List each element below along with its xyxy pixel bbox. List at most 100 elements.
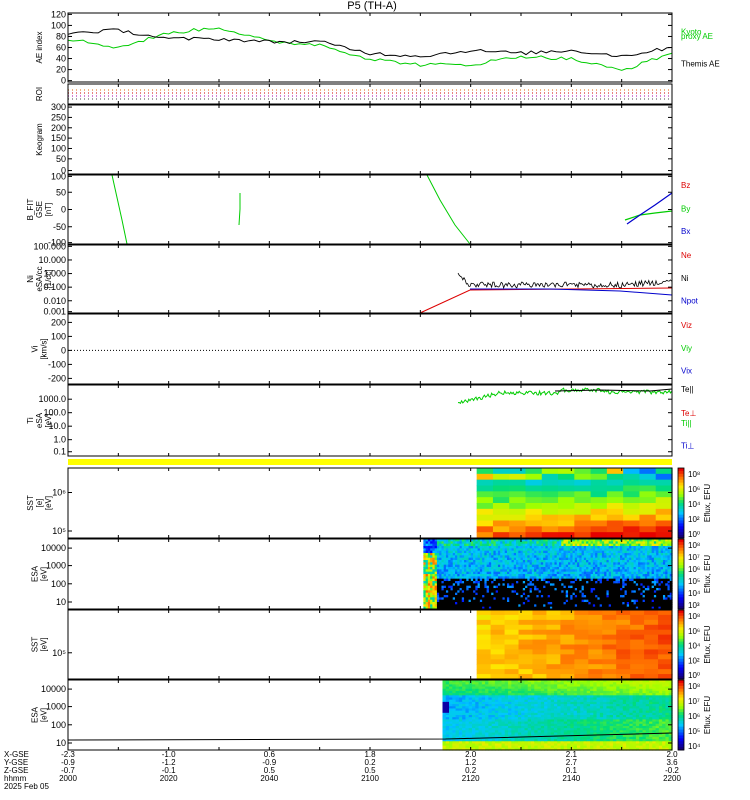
- esa-electron-cell: [452, 695, 457, 699]
- esa-electron-cell: [567, 747, 571, 751]
- esa-ion-cell: [626, 588, 630, 591]
- esa-ion-cell: [653, 562, 657, 566]
- esa-ion-cell: [660, 592, 664, 596]
- esa-ion-cell: [622, 560, 626, 563]
- sst-electron-cell: [546, 669, 561, 675]
- esa-ion-cell: [649, 604, 653, 608]
- esa-ion-cell: [669, 583, 673, 587]
- esa-ion-cell: [491, 548, 495, 552]
- sst-ion-cell: [639, 491, 657, 498]
- esa-electron-cell: [465, 721, 470, 725]
- esa-ion-cell: [468, 553, 472, 556]
- esa-ion-cell: [615, 546, 619, 549]
- esa-ion-cell: [561, 564, 565, 568]
- esa-ion-cell: [640, 576, 644, 580]
- esa-electron-cell: [508, 695, 512, 699]
- esa-ion-cell: [450, 569, 454, 573]
- esa-ion-cell: [597, 560, 601, 563]
- esa-ion-cell: [497, 546, 501, 549]
- esa-electron-cell: [573, 741, 578, 745]
- esa-ion-cell: [488, 595, 492, 598]
- esa-ion-cell: [558, 539, 562, 542]
- esa-ion-cell: [620, 588, 623, 591]
- esa-ion-cell: [540, 548, 544, 552]
- esa-ion-cell: [506, 581, 510, 584]
- esa-electron-cell: [494, 684, 499, 688]
- esa-ion-cell: [626, 581, 630, 584]
- esa-electron-cell: [553, 699, 558, 703]
- esa-ion-cell: [500, 557, 504, 561]
- esa-ion-cell: [455, 550, 458, 554]
- esa-electron-cell: [576, 710, 581, 714]
- esa-ion-cell: [436, 550, 440, 554]
- esa-ion-cell: [649, 564, 653, 568]
- esa-ion-cell: [525, 541, 528, 545]
- esa-ion-cell: [617, 553, 621, 556]
- esa-ion-cell: [439, 546, 443, 549]
- esa-ion-cell: [669, 555, 673, 559]
- esa-ion-cell: [631, 562, 635, 566]
- esa-ion-cell: [475, 557, 479, 561]
- esa-ion-cell: [620, 550, 623, 554]
- esa-electron-cell: [534, 697, 539, 701]
- esa-electron-cell: [442, 715, 447, 718]
- esa-ion-cell: [439, 553, 443, 556]
- esa-ion-cell: [565, 541, 569, 545]
- esa-ion-cell: [647, 578, 650, 582]
- esa-electron-cell: [442, 745, 447, 749]
- esa-ion-cell: [647, 590, 650, 594]
- esa-ion-cell: [461, 599, 465, 603]
- esa-ion-cell: [640, 606, 644, 610]
- esa-ion-cell: [649, 555, 653, 559]
- esa-ion-cell: [511, 599, 515, 603]
- esa-ion-cell: [540, 555, 544, 559]
- esa-ion-cell: [617, 590, 621, 594]
- esa-ion-cell: [448, 597, 452, 601]
- esa-ion-cell: [547, 590, 551, 594]
- esa-ion-cell: [543, 557, 547, 561]
- esa-electron-cell: [504, 717, 509, 720]
- esa-electron-cell: [517, 699, 522, 703]
- esa-ion-cell: [441, 599, 445, 603]
- esa-electron-cell: [475, 723, 480, 727]
- esa-ion-cell: [590, 588, 594, 591]
- esa-ion-cell: [653, 574, 657, 577]
- esa-ion-cell: [606, 557, 610, 561]
- esa-electron-cell: [442, 704, 447, 707]
- esa-electron-cell: [468, 699, 473, 703]
- esa-ion-cell: [549, 569, 553, 573]
- esa-ion-cell: [633, 592, 637, 596]
- sst-electron-cell: [490, 624, 506, 631]
- esa-electron-cell: [491, 732, 496, 736]
- esa-ion-cell: [500, 548, 504, 552]
- sst-electron-cell: [630, 654, 645, 660]
- sst-electron-cell: [616, 639, 631, 646]
- esa-ion-cell: [549, 574, 553, 577]
- esa-ion-cell: [459, 557, 463, 561]
- esa-electron-cell: [560, 721, 565, 725]
- esa-ion-cell: [427, 564, 431, 568]
- esa-ion-cell: [491, 543, 495, 547]
- esa-ion-cell: [561, 578, 565, 582]
- esa-electron-cell: [472, 699, 476, 703]
- esa-ion-cell: [558, 574, 562, 577]
- esa-ion-cell: [669, 560, 673, 563]
- esa-ion-cell: [461, 550, 465, 554]
- esa-ion-cell: [540, 597, 544, 601]
- esa-ion-cell: [599, 541, 603, 545]
- esa-ion-cell: [477, 574, 481, 577]
- esa-ion-cell: [543, 604, 547, 608]
- esa-ion-cell: [617, 599, 621, 603]
- esa-ion-cell: [629, 541, 632, 545]
- esa-electron-cell: [517, 684, 522, 688]
- esa-ion-cell: [520, 585, 524, 589]
- esa-electron-cell: [442, 701, 447, 705]
- sst-electron-cell: [560, 639, 575, 646]
- esa-ion-cell: [586, 604, 589, 608]
- esa-ion-cell: [468, 567, 472, 570]
- esa-ion-cell: [638, 592, 641, 596]
- esa-ion-cell: [445, 576, 449, 580]
- esa-ion-cell: [459, 560, 463, 563]
- esa-ion-cell: [552, 564, 556, 568]
- sst-ion-cell: [476, 468, 494, 475]
